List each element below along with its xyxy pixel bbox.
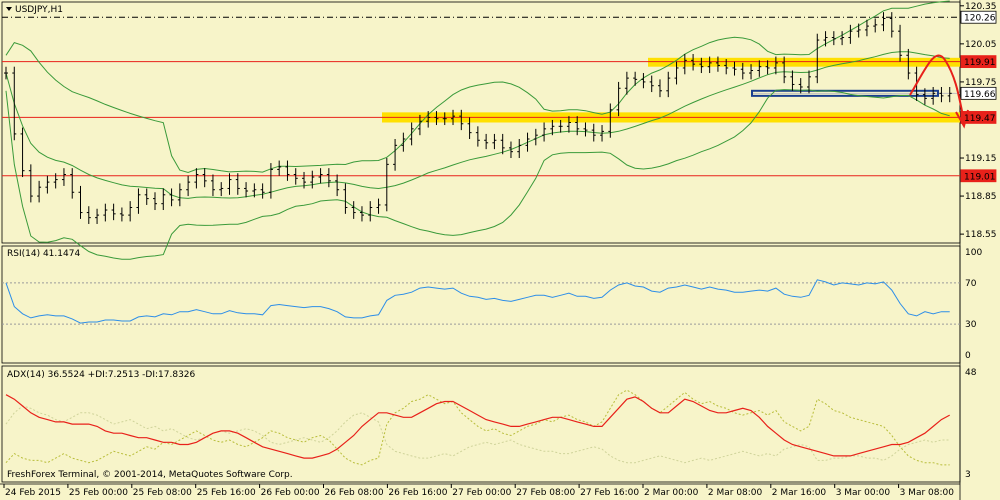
rsi-axis-label: 100 (965, 248, 982, 258)
time-axis-label: 3 Mar 00:00 (836, 488, 891, 498)
time-axis-label: 3 Mar 08:00 (900, 488, 955, 498)
time-axis-label: 25 Feb 16:00 (197, 488, 256, 498)
time-axis-label: 24 Feb 2015 (5, 488, 61, 498)
adx-axis-label: 3 (965, 470, 971, 480)
adx-label: ADX(14) 36.5524 +DI:7.2513 -DI:17.8326 (7, 370, 196, 380)
price-axis-label: 118.55 (965, 230, 997, 240)
resistance-zone-high (648, 57, 960, 67)
plus-di-line (5, 389, 950, 466)
time-axis-label: 27 Feb 00:00 (452, 488, 511, 498)
symbol-label: USDJPY,H1 (15, 5, 63, 15)
time-axis-label: 27 Feb 16:00 (580, 488, 639, 498)
time-axis-label: 26 Feb 16:00 (388, 488, 447, 498)
level-tag-label: 120.26 (964, 14, 996, 24)
level-tag-label: 119.66 (964, 90, 996, 100)
level-tag-label: 119.01 (964, 172, 996, 182)
level-tag (960, 111, 997, 124)
level-tag (960, 169, 997, 183)
price-axis-label: 120.35 (965, 2, 997, 12)
price-axis-label: 119.15 (965, 154, 997, 164)
time-axis-label: 25 Feb 08:00 (133, 488, 192, 498)
dropdown-triangle-icon[interactable] (6, 7, 12, 11)
level-tag (960, 86, 997, 100)
time-axis-label: 2 Mar 16:00 (772, 488, 827, 498)
time-axis-label: 2 Mar 08:00 (708, 488, 763, 498)
adx-pane (1, 365, 961, 483)
time-axis-label: 27 Feb 08:00 (516, 488, 575, 498)
footer-copyright: FreshForex Terminal, © 2001-2014, MetaQu… (7, 470, 293, 480)
price-axis-label: 119.75 (965, 78, 997, 88)
adx-line (5, 394, 950, 459)
level-tag (960, 55, 997, 69)
rsi-line (5, 279, 950, 324)
rsi-axis-label: 0 (965, 351, 971, 361)
time-axis-label: 26 Feb 08:00 (325, 488, 384, 498)
level-tag (960, 10, 997, 24)
rsi-label: RSI(14) 41.1474 (7, 249, 80, 259)
support-box (751, 89, 939, 97)
forecast-arrow (909, 54, 965, 121)
bollinger-upper-band (5, 0, 950, 174)
adx-axis-label: 48 (965, 368, 977, 378)
time-axis-label: 26 Feb 00:00 (261, 488, 320, 498)
price-axis-label: 118.85 (965, 192, 997, 202)
level-tag-label: 119.91 (964, 58, 996, 68)
rsi-axis-label: 70 (965, 279, 977, 289)
price-axis-label: 120.05 (965, 40, 997, 50)
level-tag-label: 119.47 (964, 114, 996, 124)
time-axis-label: 25 Feb 00:00 (69, 488, 128, 498)
time-axis-label: 2 Mar 00:00 (644, 488, 699, 498)
rsi-axis-label: 30 (965, 320, 977, 330)
rsi-pane (1, 245, 961, 364)
